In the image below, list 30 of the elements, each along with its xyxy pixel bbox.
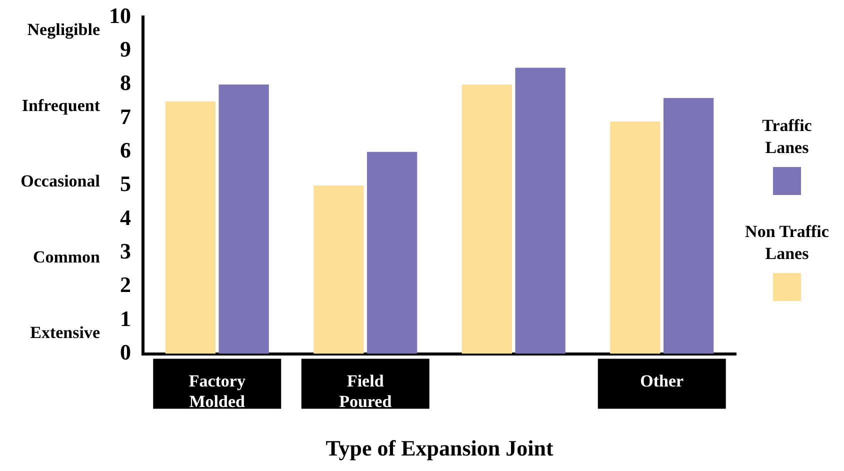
text: Extensive [30,322,100,342]
text: Negligible [27,20,100,40]
bar [165,101,216,354]
x-tick-label: Other [640,371,684,390]
y-tick-label: 6 [120,138,131,163]
x-axis-title: Type of Expansion Joint [326,435,554,460]
y-tick-label: 4 [120,204,131,230]
text: Non Traffic Lanes [744,221,830,266]
y-tick-label: 0 [120,339,131,364]
x-tick-label: Field Poured [339,371,392,411]
bar [663,98,714,354]
bar [314,186,364,354]
y-tick-label: 10 [109,2,131,28]
y-tick-label: 9 [120,36,131,62]
y-tick-label: 7 [120,104,131,129]
bar [610,122,660,354]
y-tick-label: 1 [120,306,131,331]
y-tick-label: 3 [120,238,131,264]
bar [218,84,269,354]
y-tick-label: 8 [120,70,131,96]
text: Occasional [20,172,100,191]
bar [462,84,512,354]
bar [366,152,418,354]
bar [515,68,566,354]
x-tick-label: Factory Molded [188,371,246,411]
y-tick-label: 2 [120,272,131,298]
y-tick-label: 5 [120,171,131,196]
text: Traffic Lanes [761,115,813,160]
text: Common [32,247,101,266]
text: Infrequent [22,96,100,115]
